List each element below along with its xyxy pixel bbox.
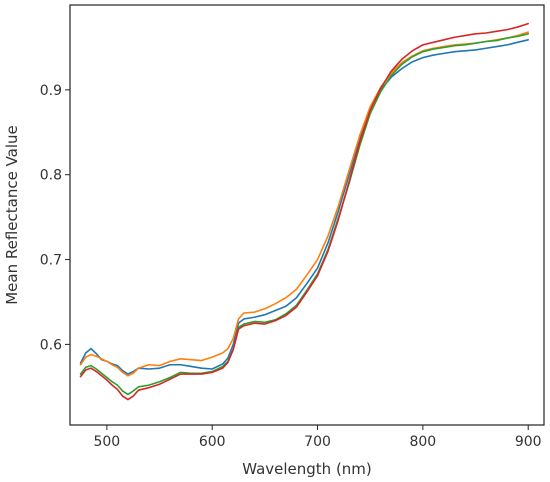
y-tick-label: 0.7 [40, 253, 62, 269]
x-tick-label: 700 [304, 434, 331, 450]
y-tick-label: 0.8 [40, 168, 62, 184]
plot-frame [69, 4, 545, 426]
y-tick-label: 0.6 [40, 337, 62, 353]
series-line-4 [79, 22, 529, 401]
x-tick-label: 600 [199, 434, 226, 450]
series-line-1 [79, 38, 529, 375]
y-axis-label: Mean Reflectance Value [3, 125, 21, 305]
series-layer [79, 22, 529, 401]
y-axis-ticks: 0.6 0.7 0.8 0.9 [40, 83, 70, 353]
x-tick-label: 800 [409, 434, 436, 450]
x-tick-label: 500 [93, 434, 120, 450]
series-line-3 [79, 33, 529, 396]
x-tick-label: 900 [515, 434, 542, 450]
series-line-2 [79, 31, 529, 377]
x-axis-label: Wavelength (nm) [242, 460, 372, 478]
y-tick-label: 0.9 [40, 83, 62, 99]
x-axis-ticks: 500 600 700 800 900 [93, 425, 542, 450]
